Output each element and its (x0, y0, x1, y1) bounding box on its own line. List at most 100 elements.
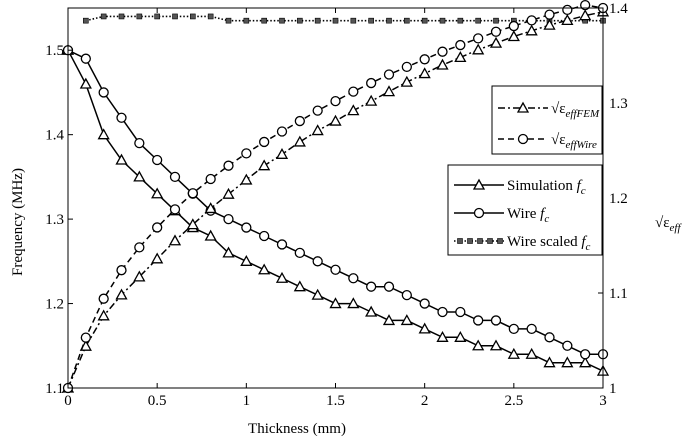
data-point-scaled (154, 13, 160, 20)
legend-label-symbol: f (577, 178, 583, 194)
legend-marker (472, 178, 486, 190)
legend-marker (477, 238, 483, 244)
data-point-scaled (421, 17, 428, 24)
data-point-sim (579, 356, 592, 368)
legend-marker (487, 238, 493, 244)
series-wire (62, 45, 609, 360)
data-point-wire (152, 154, 163, 166)
data-point-scaled (190, 13, 196, 20)
data-point-wire (223, 213, 234, 225)
data-point-sim (507, 347, 520, 359)
data-point-fem (204, 202, 217, 214)
data-point-wire (419, 298, 430, 309)
data-point-wire (330, 264, 341, 275)
data-point-wireeff (508, 20, 519, 32)
x-tick-label: 0 (64, 393, 72, 409)
data-point-wireeff (98, 293, 109, 304)
data-point-wireeff (134, 242, 145, 253)
data-point-sim (293, 280, 306, 292)
data-point-scaled (136, 13, 143, 20)
data-point-sim (543, 356, 556, 368)
data-point-wireeff (419, 54, 430, 65)
x-axis-title: Thickness (mm) (248, 421, 346, 437)
data-point-wireeff (223, 160, 234, 171)
data-point-wire (80, 53, 91, 64)
legend-label-name: Wire scaled (507, 234, 581, 250)
data-point-wireeff (526, 15, 537, 26)
data-point-fem (561, 14, 574, 26)
data-point-wire (134, 137, 145, 149)
legend-label-sub: c (544, 213, 549, 225)
data-point-wire (490, 315, 502, 326)
data-point-fem (329, 114, 342, 126)
data-point-fem (240, 173, 253, 185)
data-point-sim (365, 305, 378, 317)
data-point-sim (222, 246, 235, 258)
data-point-fem (311, 124, 324, 136)
data-point-wireeff (205, 173, 216, 185)
data-point-scaled (83, 17, 89, 24)
legend-marker (517, 133, 529, 145)
data-point-fem (507, 30, 520, 42)
legend-middle-right: Simulation fc Wire fc Wire scaled f c (447, 164, 603, 256)
data-point-fem (489, 36, 503, 48)
data-point-wireeff (437, 46, 448, 57)
data-point-scaled (457, 17, 464, 24)
data-point-wire (98, 87, 109, 98)
data-point-wireeff (562, 4, 573, 16)
data-point-sim (311, 288, 324, 300)
data-point-wireeff (312, 105, 323, 116)
data-point-fem (525, 24, 538, 36)
legend-entry-sim: Simulation fc (454, 178, 586, 197)
data-point-fem (365, 94, 378, 106)
data-point-scaled (225, 17, 232, 24)
data-point-wire (276, 239, 288, 250)
data-point-wireeff (383, 69, 395, 80)
data-point-fem (258, 159, 271, 171)
legend-entry-fem: √εeffFEM (498, 101, 600, 120)
legend-entry-wire: Wire fc (454, 206, 549, 225)
data-point-wireeff (490, 26, 502, 37)
data-point-wire (383, 281, 395, 292)
y-left-tick-label: 1.2 (45, 297, 64, 313)
data-point-sim (454, 330, 467, 342)
data-point-sim (329, 297, 342, 309)
data-point-sim (275, 271, 289, 283)
data-point-fem (454, 51, 467, 63)
data-point-wire (473, 315, 484, 326)
y-right-tick-label: 1.4 (609, 1, 628, 17)
data-point-wire (508, 323, 519, 335)
data-point-fem (133, 270, 146, 282)
data-point-scaled (475, 17, 481, 24)
y-right-tick-label: 1.2 (609, 191, 628, 207)
data-point-wireeff (276, 126, 288, 137)
data-point-sim (258, 263, 271, 275)
data-point-wireeff (580, 0, 591, 11)
y-right-tick-label: 1.1 (609, 286, 628, 302)
data-point-fem (115, 288, 128, 300)
x-tick-label: 1 (243, 393, 251, 409)
x-tick-label: 1.5 (326, 393, 345, 409)
legend-box (491, 85, 603, 155)
y-axis-right-symbol: √ε (655, 215, 670, 231)
data-point-wire (544, 332, 555, 343)
data-point-sim (525, 347, 538, 359)
data-point-wireeff (401, 61, 412, 73)
data-point-sim (133, 170, 146, 182)
data-point-sim (382, 314, 396, 326)
legend-label-sub: effWire (566, 139, 597, 151)
data-point-fem (97, 309, 110, 321)
y-axis-right-title: √εeff (655, 215, 682, 234)
data-point-wireeff (366, 77, 377, 89)
data-point-scaled (368, 17, 374, 24)
legend-label-name: √ε (551, 101, 566, 117)
data-point-wireeff (473, 33, 484, 44)
data-point-scaled (172, 13, 178, 20)
data-point-scaled (279, 17, 285, 24)
data-point-fem (186, 218, 199, 230)
data-point-fem (275, 147, 289, 159)
data-point-wire (169, 171, 181, 183)
legend-entry-wireeff: √εeffWire (498, 132, 597, 151)
